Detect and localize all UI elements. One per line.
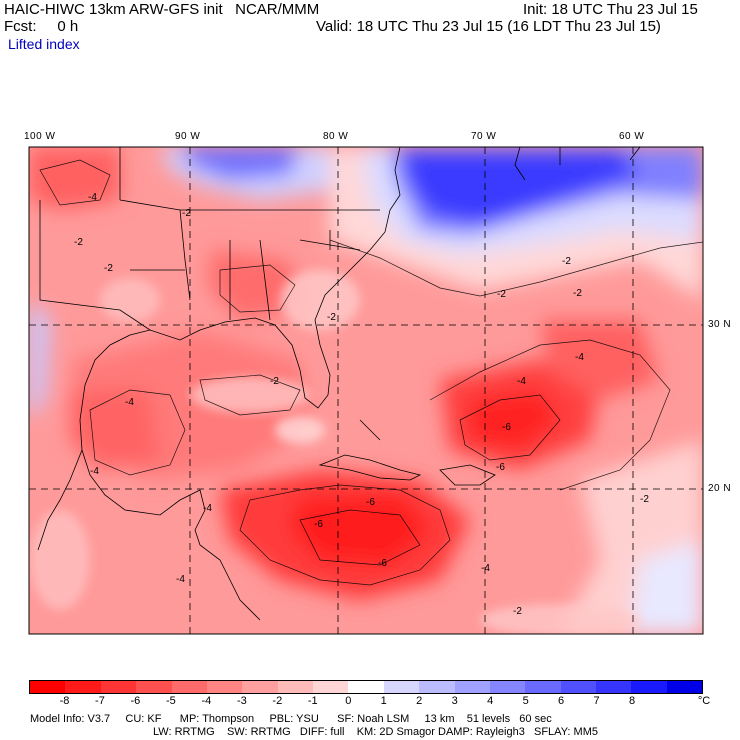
colorbar-tick-label: -3 — [236, 695, 247, 707]
colorbar-tick-label: -5 — [166, 695, 176, 707]
forecast-hour: Fcst: 0 h — [4, 18, 79, 35]
contour-label: -4 — [203, 503, 212, 514]
colorbar-swatch — [489, 681, 526, 693]
colorbar-swatch — [596, 681, 632, 693]
colorbar-swatch — [30, 681, 66, 693]
contour-label: -4 — [176, 574, 185, 585]
colorbar-tick-label: 2 — [416, 695, 423, 707]
contour-label: -6 — [314, 519, 323, 530]
lat-lon-grid — [29, 147, 703, 634]
contour-label: -6 — [502, 422, 511, 433]
field-name: Lifted index — [8, 36, 80, 52]
lon-label-60w: 60 W — [619, 131, 645, 142]
colorbar-tick-label: 6 — [558, 695, 565, 707]
colorbar-swatch — [666, 681, 703, 693]
colorbar-swatch — [277, 681, 313, 693]
contour-label: -4 — [88, 192, 97, 203]
colorbar-swatch — [313, 681, 349, 693]
colorbar-swatch — [560, 681, 596, 693]
colorbar-tick-label: 0 — [345, 695, 352, 707]
contour-label: -6 — [378, 558, 387, 569]
colorbar-tick-label: 8 — [628, 695, 636, 707]
colorbar-tick-label: -1 — [307, 695, 318, 707]
colorbar-unit: °C — [697, 695, 711, 707]
colorbar-swatch — [454, 681, 490, 693]
colorbar-swatch — [136, 681, 172, 693]
colorbar-swatch — [348, 681, 384, 693]
colorbar — [29, 680, 703, 694]
contour-label: -4 — [481, 563, 490, 574]
contour-label: -2 — [640, 494, 649, 505]
contour-label: -6 — [496, 462, 505, 473]
valid-time: Valid: 18 UTC Thu 23 Jul 15 (16 LDT Thu … — [316, 18, 661, 35]
lon-label-90w: 90 W — [175, 131, 201, 142]
model-info: Model Info: V3.7 CU: KF MP: Thompson PBL… — [30, 713, 552, 725]
colorbar-swatch — [171, 681, 207, 693]
contour-label: -2 — [270, 376, 279, 387]
contour-label: -2 — [497, 289, 506, 300]
colorbar-swatch — [525, 681, 561, 693]
contour-label: -2 — [104, 263, 113, 274]
colorbar-swatch — [100, 681, 137, 693]
colorbar-tick-label: -8 — [59, 695, 70, 707]
contour-label: -2 — [74, 237, 83, 248]
coastlines — [37, 147, 641, 621]
colorbar-tick-label: -4 — [201, 695, 212, 707]
colorbar-tick-label: 3 — [451, 695, 458, 707]
colorbar-tick-label: 4 — [487, 695, 494, 707]
map-frame — [28, 146, 704, 635]
lat-label-20n: 20 N — [708, 483, 732, 494]
colorbar-tick-label: 5 — [522, 695, 529, 707]
contour-label: -2 — [573, 288, 582, 299]
colorbar-tick-label: -7 — [95, 695, 105, 707]
contour-label: -2 — [562, 256, 571, 267]
colorbar-tick-label: 7 — [593, 695, 600, 707]
colorbar-swatch — [419, 681, 455, 693]
colorbar-swatch — [383, 681, 420, 693]
contour-label: -2 — [182, 208, 191, 219]
contour-label: -2 — [513, 606, 522, 617]
contour-label: -4 — [90, 466, 99, 477]
lon-label-100w: 100 W — [24, 131, 56, 142]
contour-label: -4 — [575, 352, 584, 363]
lat-label-30n: 30 N — [708, 319, 732, 330]
colorbar-tick-label: -6 — [130, 695, 141, 707]
colorbar-swatch — [242, 681, 278, 693]
colorbar-swatch — [206, 681, 243, 693]
contour-label: -4 — [517, 376, 526, 387]
colorbar-swatch — [631, 681, 667, 693]
contour-lines — [39, 159, 703, 586]
colorbar-tick-label: 1 — [380, 695, 387, 707]
colorbar-swatch — [65, 681, 101, 693]
model-physics: LW: RRTMG SW: RRTMG DIFF: full KM: 2D Sm… — [153, 726, 598, 738]
colorbar-tick-label: -2 — [272, 695, 283, 707]
lon-label-70w: 70 W — [471, 131, 497, 142]
contour-label: -6 — [366, 497, 375, 508]
model-title: HAIC-HIWC 13km ARW-GFS init NCAR/MMM — [4, 1, 320, 18]
contour-label: -4 — [125, 397, 134, 408]
contour-label: -2 — [327, 312, 336, 323]
init-time: Init: 18 UTC Thu 23 Jul 15 — [523, 1, 698, 18]
lon-label-80w: 80 W — [323, 131, 349, 142]
